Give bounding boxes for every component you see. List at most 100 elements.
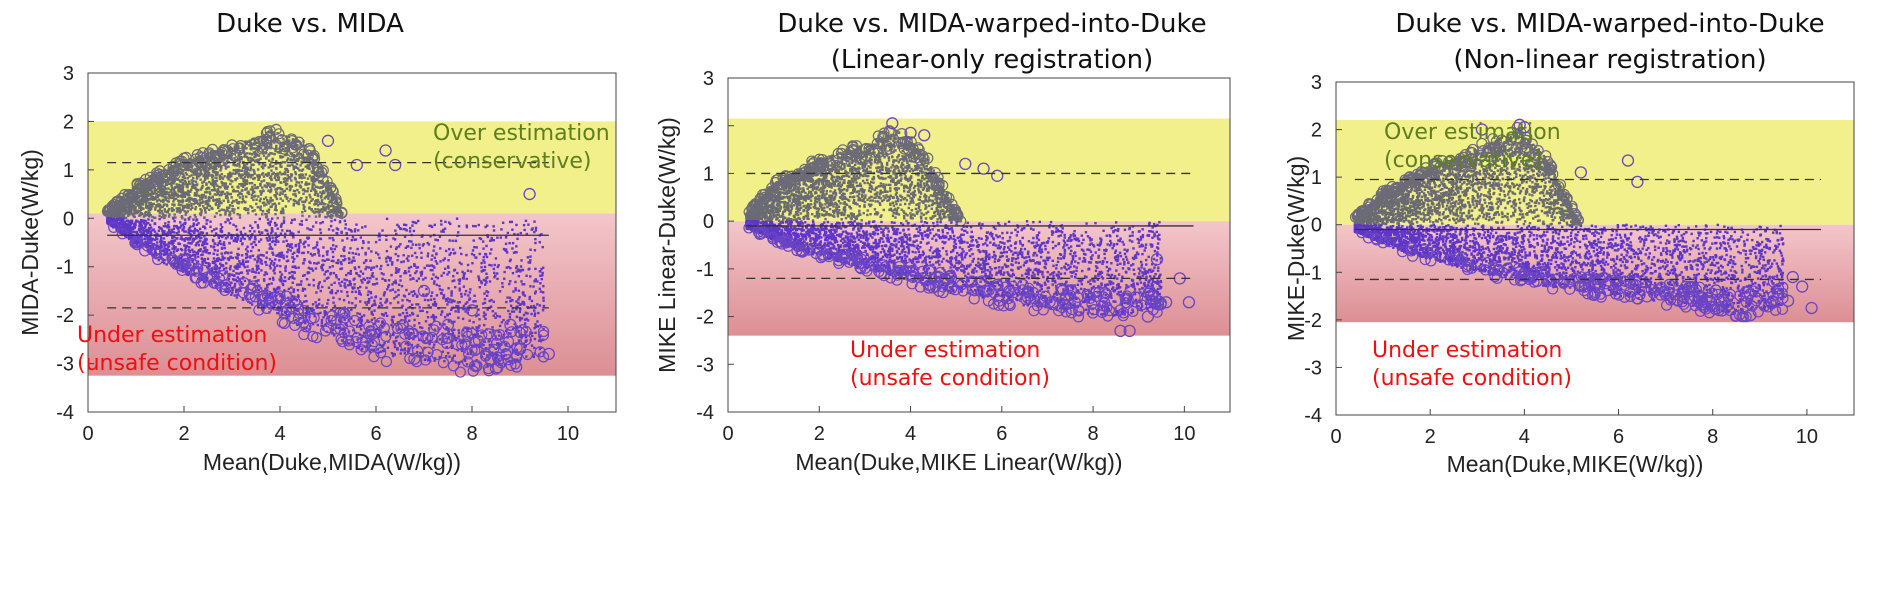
axes-frame [87, 72, 617, 413]
outlier-point [1114, 324, 1127, 338]
x-tick-label: 0 [722, 423, 733, 445]
x-axis-label: Mean(Duke,MIKE(W/kg)) [1447, 451, 1704, 477]
outlier-point [977, 162, 990, 175]
over-estimation-label: Over estimation [433, 121, 610, 146]
x-tick-label: 0 [82, 423, 93, 445]
x-axis-label: Mean(Duke,MIKE Linear(W/kg)) [795, 449, 1122, 475]
y-tick-label: 3 [703, 68, 714, 90]
x-tick-label: 2 [1425, 426, 1436, 448]
outlier-point [480, 338, 493, 351]
outlier-point [389, 158, 402, 172]
outlier-point [886, 117, 899, 130]
outlier-point [513, 342, 527, 356]
outlier-point [441, 318, 455, 331]
y-tick-label: -1 [1304, 262, 1322, 284]
outlier-point [350, 158, 363, 172]
outlier-point [465, 304, 479, 317]
under-estimation-label: (unsafe condition) [77, 351, 277, 376]
outlier-point [1796, 280, 1809, 293]
x-tick-label: 4 [905, 423, 916, 445]
x-tick-label: 10 [557, 423, 579, 445]
outlier-point [379, 144, 392, 157]
chart-title: Duke vs. MIDA-warped-into-Duke [777, 9, 1206, 39]
x-axis-label: Mean(Duke,MIDA(W/kg)) [203, 449, 461, 475]
x-tick-label: 8 [466, 423, 477, 445]
chart-title: Duke vs. MIDA [216, 9, 404, 39]
x-tick-label: 8 [1707, 426, 1718, 448]
x-tick-label: 4 [1519, 426, 1530, 448]
y-tick-label: 1 [703, 163, 714, 185]
over-estimation-label: Over estimation [1384, 120, 1561, 145]
x-tick-label: 10 [1173, 423, 1195, 445]
x-tick-label: 10 [1796, 426, 1818, 448]
y-tick-label: 0 [703, 211, 714, 233]
outlier-point [1715, 304, 1729, 317]
outlier-point [1758, 299, 1771, 312]
y-tick-label: -3 [1304, 357, 1322, 379]
over-estimation-label: (conservative) [1384, 148, 1543, 173]
y-tick-label: 2 [63, 111, 74, 133]
chart-title: (Linear-only registration) [831, 45, 1154, 75]
y-tick-label: -4 [1304, 405, 1322, 427]
y-tick-label: -2 [1304, 310, 1322, 332]
outlier-point [1159, 296, 1173, 309]
outlier-point [1683, 285, 1696, 298]
under-estimation-label: Under estimation [1372, 338, 1562, 363]
outlier-point [1621, 154, 1635, 167]
outlier-point [1574, 166, 1588, 179]
under-estimation-label: (unsafe condition) [1372, 366, 1572, 391]
y-axis-label: MIDA-Duke(W/kg) [17, 149, 43, 336]
outlier-point [1805, 301, 1818, 315]
over-estimation-label: (conservative) [433, 149, 592, 174]
outlier-point [1786, 270, 1799, 284]
outlier-point [1781, 294, 1795, 307]
outlier-point [991, 169, 1004, 182]
y-axis-label: MIKE-Duke(W/kg) [1283, 156, 1309, 341]
y-tick-label: -1 [56, 257, 74, 279]
outlier-point [904, 126, 917, 140]
outlier-point [542, 347, 555, 361]
outlier-point [1518, 121, 1531, 134]
y-tick-label: -2 [696, 307, 714, 329]
outlier-point [1744, 308, 1757, 322]
boundary-markers [1349, 121, 1789, 323]
y-tick-label: 1 [63, 160, 74, 182]
under-estimation-label: Under estimation [77, 323, 267, 348]
boundary-markers [743, 125, 1167, 323]
chart-title: Duke vs. MIDA-warped-into-Duke [1395, 9, 1824, 39]
y-tick-label: -1 [696, 259, 714, 281]
y-tick-label: -4 [696, 402, 714, 424]
outlier-point [918, 129, 931, 142]
outlier-point [451, 338, 464, 351]
x-tick-label: 6 [1613, 426, 1624, 448]
x-tick-label: 8 [1088, 423, 1099, 445]
chart-panel-nonlinear-registration: 0 2 4 6 8 10 -4 -3 -2 -1 0 1 2 3 Duke vs. MIDA-warped-… [1280, 0, 1899, 593]
outlier-point [523, 187, 536, 201]
chart-panel-duke-vs-mida: 0 2 4 6 8 10 -4 -3 -2 -1 0 1 2 3 Duke vs. MIDA Mean(Duk… [0, 0, 640, 593]
chart-title: (Non-linear registration) [1453, 45, 1766, 75]
outlier-point [1141, 310, 1155, 323]
x-tick-label: 2 [814, 423, 825, 445]
outlier-point [408, 352, 421, 365]
y-tick-label: 0 [1311, 215, 1322, 237]
chart-svg: 0 2 4 6 8 10 -4 -3 -2 -1 0 1 2 3 Duke vs. MIDA Mean(Duk… [17, 9, 617, 475]
y-tick-label: -4 [56, 402, 74, 424]
y-tick-label: 2 [1311, 120, 1322, 142]
y-tick-label: 3 [1311, 72, 1322, 94]
x-tick-label: 6 [996, 423, 1007, 445]
y-tick-label: -2 [56, 305, 74, 327]
y-tick-label: 0 [63, 208, 74, 230]
axes-frame [1335, 81, 1855, 416]
outlier-point [1767, 275, 1781, 288]
chart-svg: 0 2 4 6 8 10 -4 -3 -2 -1 0 1 2 3 Duke vs. MIDA-warped-… [654, 9, 1231, 475]
outlier-point [1182, 296, 1196, 309]
outlier-point [1150, 253, 1164, 266]
boundary-markers [101, 123, 550, 378]
x-tick-label: 4 [274, 423, 285, 445]
outlier-point [959, 157, 972, 171]
outlier-point [417, 284, 431, 298]
outlier-point [489, 362, 503, 375]
outlier-point [1068, 296, 1081, 309]
under-estimation-label: (unsafe condition) [850, 366, 1050, 391]
outlier-point [321, 134, 335, 147]
